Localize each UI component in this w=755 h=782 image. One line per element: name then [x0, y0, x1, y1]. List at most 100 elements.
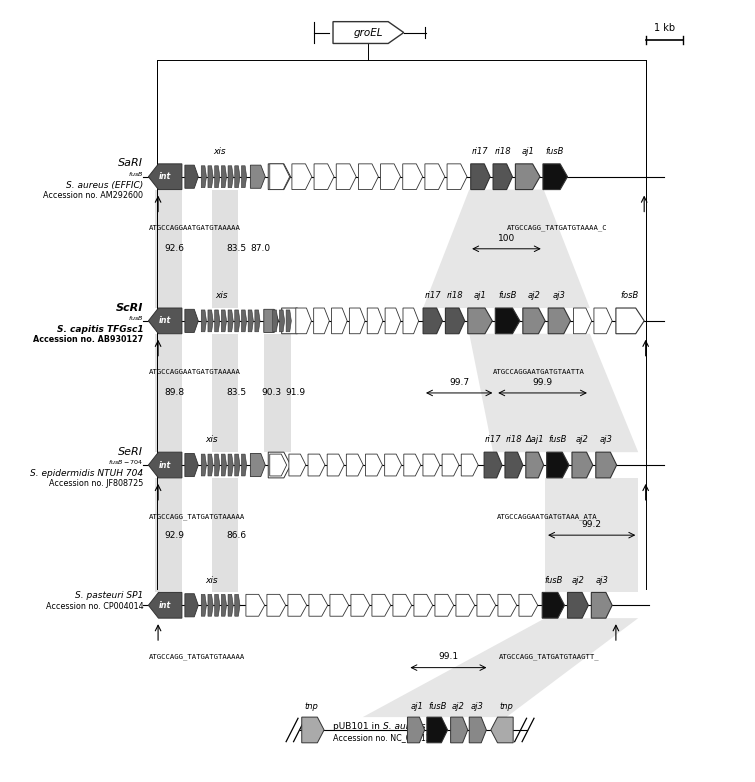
- Polygon shape: [211, 189, 239, 308]
- Polygon shape: [591, 593, 612, 618]
- Polygon shape: [202, 310, 206, 332]
- Text: $_{fusB}$: $_{fusB}$: [128, 314, 143, 323]
- Polygon shape: [359, 164, 378, 189]
- Text: tnp: tnp: [304, 702, 319, 711]
- Text: int: int: [159, 461, 171, 469]
- Polygon shape: [574, 308, 592, 334]
- Polygon shape: [447, 164, 467, 189]
- Text: S. pasteuri SP1: S. pasteuri SP1: [75, 591, 143, 601]
- Text: aj3: aj3: [595, 576, 609, 585]
- Polygon shape: [495, 308, 520, 334]
- Polygon shape: [235, 454, 240, 476]
- Polygon shape: [149, 452, 182, 478]
- Polygon shape: [548, 308, 571, 334]
- Text: ScRI: ScRI: [116, 303, 143, 313]
- Polygon shape: [381, 164, 400, 189]
- Text: Accession no. AB930127: Accession no. AB930127: [33, 335, 143, 344]
- Text: S. aureus (EFFIC): S. aureus (EFFIC): [66, 181, 143, 190]
- Polygon shape: [214, 454, 220, 476]
- Polygon shape: [516, 164, 540, 189]
- Polygon shape: [292, 164, 312, 189]
- Polygon shape: [263, 334, 291, 452]
- Text: fusB: fusB: [544, 576, 562, 585]
- Polygon shape: [268, 164, 291, 189]
- Text: SeRI: SeRI: [119, 447, 143, 457]
- Text: ATGCCAGGAATGATGTAATTA: ATGCCAGGAATGATGTAATTA: [493, 369, 585, 375]
- Text: ri17: ri17: [472, 147, 488, 156]
- Polygon shape: [185, 454, 199, 476]
- Polygon shape: [384, 454, 402, 476]
- Polygon shape: [149, 308, 182, 334]
- Text: 92.9: 92.9: [165, 531, 184, 540]
- Polygon shape: [155, 189, 182, 308]
- Polygon shape: [282, 308, 304, 334]
- Polygon shape: [402, 164, 423, 189]
- Text: ri17: ri17: [424, 291, 441, 300]
- Text: S. epidermidis NTUH 704: S. epidermidis NTUH 704: [30, 469, 143, 478]
- Text: ATGCCAGGAATGATGTAAAAA: ATGCCAGGAATGATGTAAAAA: [149, 224, 241, 231]
- Polygon shape: [267, 594, 285, 616]
- Text: 89.8: 89.8: [165, 389, 184, 397]
- Text: ri18: ri18: [506, 436, 522, 444]
- Text: ATGCCAGG̲TATGATGTAAAAA: ATGCCAGG̲TATGATGTAAAAA: [149, 653, 245, 660]
- Text: 92.6: 92.6: [165, 244, 184, 253]
- Polygon shape: [372, 594, 390, 616]
- Polygon shape: [214, 594, 220, 616]
- Text: Accession no. NC_005127: Accession no. NC_005127: [333, 734, 436, 742]
- Text: aj2: aj2: [451, 702, 464, 711]
- Polygon shape: [616, 308, 644, 334]
- Text: groEL: groEL: [353, 27, 383, 38]
- Polygon shape: [202, 166, 206, 188]
- Polygon shape: [268, 452, 291, 478]
- Text: S. aureus: S. aureus: [383, 722, 425, 730]
- Polygon shape: [248, 310, 254, 332]
- Text: xis: xis: [215, 291, 228, 300]
- Text: 99.9: 99.9: [532, 378, 553, 387]
- Polygon shape: [435, 594, 454, 616]
- Text: aj3: aj3: [470, 702, 483, 711]
- Text: xis: xis: [213, 147, 226, 156]
- Text: 83.5: 83.5: [226, 389, 246, 397]
- Polygon shape: [470, 717, 486, 743]
- Text: SaRI: SaRI: [119, 159, 143, 168]
- Polygon shape: [242, 310, 247, 332]
- Polygon shape: [235, 310, 240, 332]
- Polygon shape: [525, 452, 544, 478]
- Polygon shape: [208, 454, 213, 476]
- Polygon shape: [363, 618, 638, 717]
- Polygon shape: [214, 310, 220, 332]
- Polygon shape: [351, 594, 370, 616]
- Polygon shape: [202, 594, 206, 616]
- Text: 91.9: 91.9: [285, 389, 306, 397]
- Text: int: int: [159, 317, 171, 325]
- Polygon shape: [523, 308, 545, 334]
- Polygon shape: [228, 454, 233, 476]
- Polygon shape: [211, 334, 239, 452]
- Polygon shape: [470, 334, 638, 452]
- Polygon shape: [185, 165, 199, 188]
- Polygon shape: [493, 164, 513, 189]
- Polygon shape: [211, 478, 239, 593]
- Text: $_{fusB-704}$: $_{fusB-704}$: [108, 458, 143, 467]
- Polygon shape: [545, 478, 638, 593]
- Polygon shape: [279, 310, 285, 332]
- Text: int: int: [159, 601, 171, 610]
- Text: $_{fusB}$: $_{fusB}$: [128, 170, 143, 179]
- Text: ATGCCAGG̲TATGATGTAAGTT̲: ATGCCAGG̲TATGATGTAAGTT̲: [499, 653, 599, 660]
- Text: fusB: fusB: [546, 147, 564, 156]
- Text: ATGCCAGG̲TATGATGTAAAA̲C: ATGCCAGG̲TATGATGTAAAA̲C: [507, 224, 607, 231]
- Text: 99.7: 99.7: [449, 378, 470, 387]
- Polygon shape: [451, 717, 468, 743]
- Polygon shape: [547, 452, 569, 478]
- Text: 1 kb: 1 kb: [654, 23, 675, 33]
- Polygon shape: [228, 594, 233, 616]
- Text: ri17: ri17: [485, 436, 501, 444]
- Polygon shape: [221, 310, 226, 332]
- Text: 83.5: 83.5: [226, 244, 246, 253]
- Polygon shape: [242, 166, 247, 188]
- Polygon shape: [336, 164, 356, 189]
- Text: Accession no. AM292600: Accession no. AM292600: [43, 191, 143, 200]
- Polygon shape: [255, 310, 260, 332]
- Text: aj2: aj2: [572, 576, 584, 585]
- Polygon shape: [423, 454, 440, 476]
